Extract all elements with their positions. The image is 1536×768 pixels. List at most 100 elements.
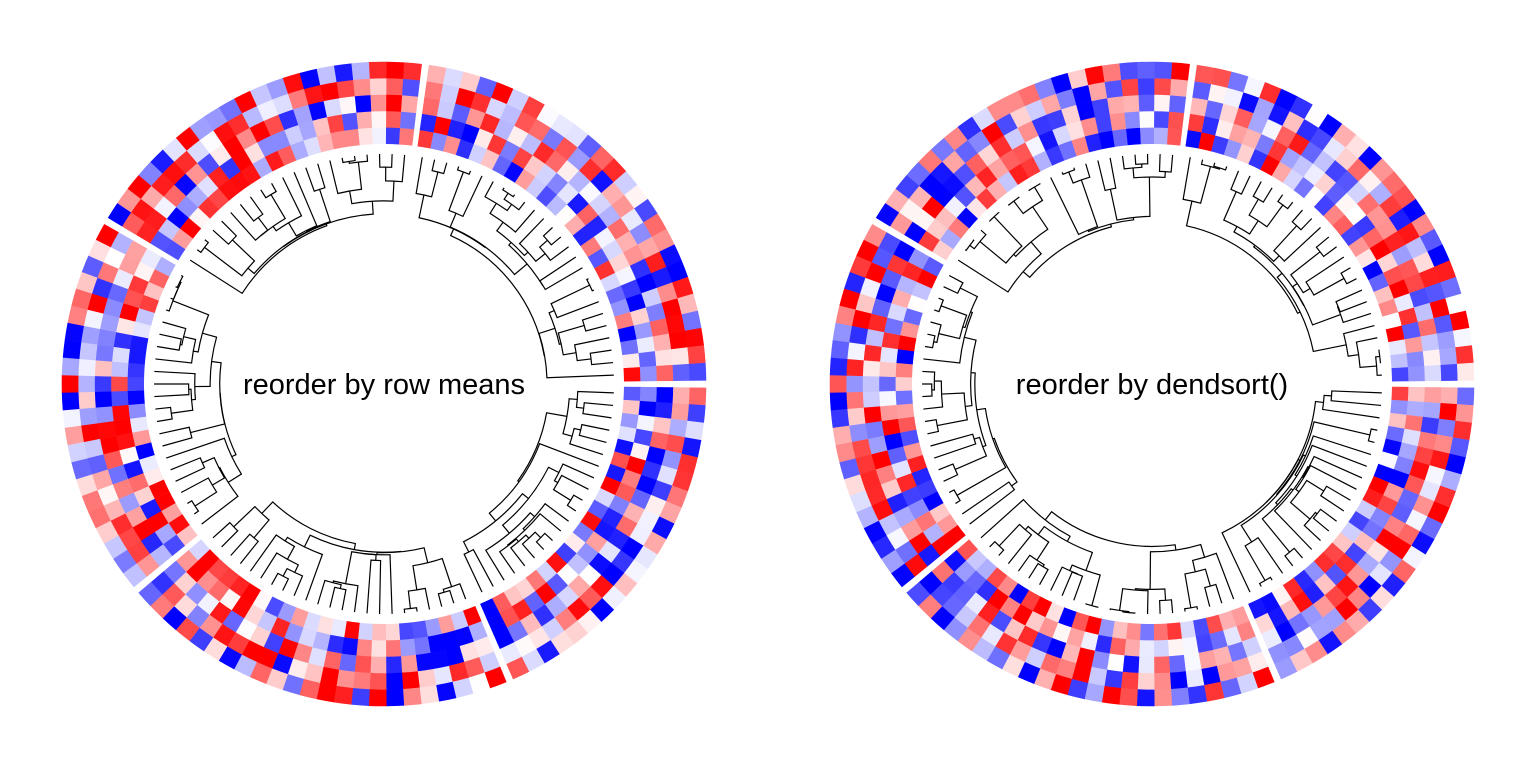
heatmap-cell (333, 685, 354, 705)
heatmap-cell (1227, 71, 1249, 93)
heatmap-cell (1304, 640, 1328, 664)
heatmap-cell (633, 428, 653, 447)
heatmap-cell (454, 626, 474, 647)
heatmap-cell (298, 120, 318, 141)
heatmap-cell (1140, 127, 1155, 145)
heatmap-cell (299, 678, 321, 700)
heatmap-cell (987, 157, 1009, 180)
heatmap-cell (1051, 622, 1072, 644)
heatmap-cell (1388, 412, 1407, 429)
dendrogram-branch (1277, 194, 1294, 210)
heatmap-cell (139, 248, 162, 270)
heatmap-cell (1238, 92, 1260, 114)
heatmap-cell (839, 458, 861, 480)
heatmap-cell (919, 173, 943, 197)
heatmap-cell (111, 390, 129, 407)
heatmap-cell (1390, 399, 1409, 416)
heatmap-cell (1111, 621, 1128, 640)
heatmap-cell (1205, 614, 1224, 635)
heatmap-cell (947, 217, 970, 239)
heatmap-cell (1109, 112, 1127, 131)
heatmap-cell (1353, 531, 1376, 554)
heatmap-cell (127, 390, 145, 405)
heatmap-cell (1227, 641, 1248, 663)
heatmap-cell (1383, 230, 1406, 253)
dendrogram-branch (959, 287, 979, 329)
dendrogram-branch (1367, 428, 1378, 444)
heatmap-cell (1215, 119, 1234, 140)
heatmap-cell (535, 582, 557, 605)
dendrogram-branch (1159, 599, 1174, 614)
heatmap-cell (1087, 666, 1108, 687)
heatmap-cell (303, 611, 322, 632)
heatmap-cell (859, 469, 881, 491)
dendrogram-branch (448, 171, 483, 218)
heatmap-cell (906, 294, 928, 314)
heatmap-cell (643, 531, 667, 555)
heatmap-cell (1419, 516, 1443, 540)
heatmap-cell (1088, 81, 1108, 102)
heatmap-cell (617, 425, 637, 443)
heatmap-cell (625, 293, 647, 313)
heatmap-cell (485, 97, 507, 120)
heatmap-cell (119, 446, 140, 465)
heatmap-cell (143, 467, 164, 487)
dendrogram-branch (166, 437, 243, 483)
dendrogram-branch (1121, 611, 1136, 614)
heatmap-cell (1409, 287, 1430, 308)
heatmap-cell (1009, 639, 1032, 663)
heatmap-cell (1195, 633, 1214, 654)
heatmap-cell (1236, 672, 1259, 694)
heatmap-cell (473, 636, 495, 658)
dendrogram-branch (964, 336, 977, 408)
dendrogram-branch (456, 166, 472, 176)
heatmap-cell (79, 407, 98, 426)
heatmap-cell (1153, 623, 1169, 641)
heatmap-cell (977, 601, 1000, 625)
heatmap-cell (1419, 266, 1441, 289)
heatmap-cell (97, 420, 117, 439)
heatmap-cell (1061, 104, 1081, 126)
heatmap-cell (902, 442, 923, 460)
heatmap-cell (1084, 615, 1102, 636)
heatmap-cell (637, 509, 660, 532)
heatmap-cell (1101, 63, 1122, 83)
heatmap-cell (886, 254, 909, 276)
heatmap-cell (614, 311, 635, 330)
heatmap-cell (424, 81, 444, 101)
dendrogram-branch (562, 398, 578, 437)
heatmap-cell (863, 520, 887, 544)
dendrogram-branch (1134, 154, 1149, 165)
dendrogram-branch (1068, 163, 1091, 184)
heatmap-cell (436, 99, 456, 120)
heatmap-cell (1392, 184, 1416, 209)
heatmap-cell (1050, 72, 1073, 94)
heatmap-cell (249, 625, 271, 648)
heatmap-cell (266, 77, 289, 100)
heatmap-cell (1267, 606, 1289, 628)
heatmap-cell (1439, 347, 1458, 366)
heatmap-cell (1347, 158, 1371, 182)
dendrogram-branch (535, 532, 553, 550)
dendrogram-branch (201, 466, 239, 525)
heatmap-cell (624, 184, 648, 209)
heatmap-cell (1289, 648, 1313, 672)
heatmap-cell (1122, 94, 1140, 113)
heatmap-cell (1136, 61, 1155, 79)
heatmap-cell (965, 197, 988, 219)
heatmap-cell (528, 118, 552, 142)
heatmap-cell (435, 681, 457, 702)
heatmap-cell (468, 672, 491, 694)
heatmap-cell (1383, 265, 1405, 286)
heatmap-cell (1201, 665, 1221, 686)
heatmap-cell (654, 401, 673, 420)
heatmap-cell (1179, 620, 1196, 639)
heatmap-cell (95, 344, 114, 362)
heatmap-cell (875, 464, 897, 485)
heatmap-cell (656, 465, 678, 486)
heatmap-cell (1071, 611, 1090, 632)
heatmap-cell (71, 458, 93, 480)
heatmap-cell (61, 392, 80, 411)
heatmap-cell (338, 653, 357, 673)
heatmap-cell (443, 135, 461, 156)
